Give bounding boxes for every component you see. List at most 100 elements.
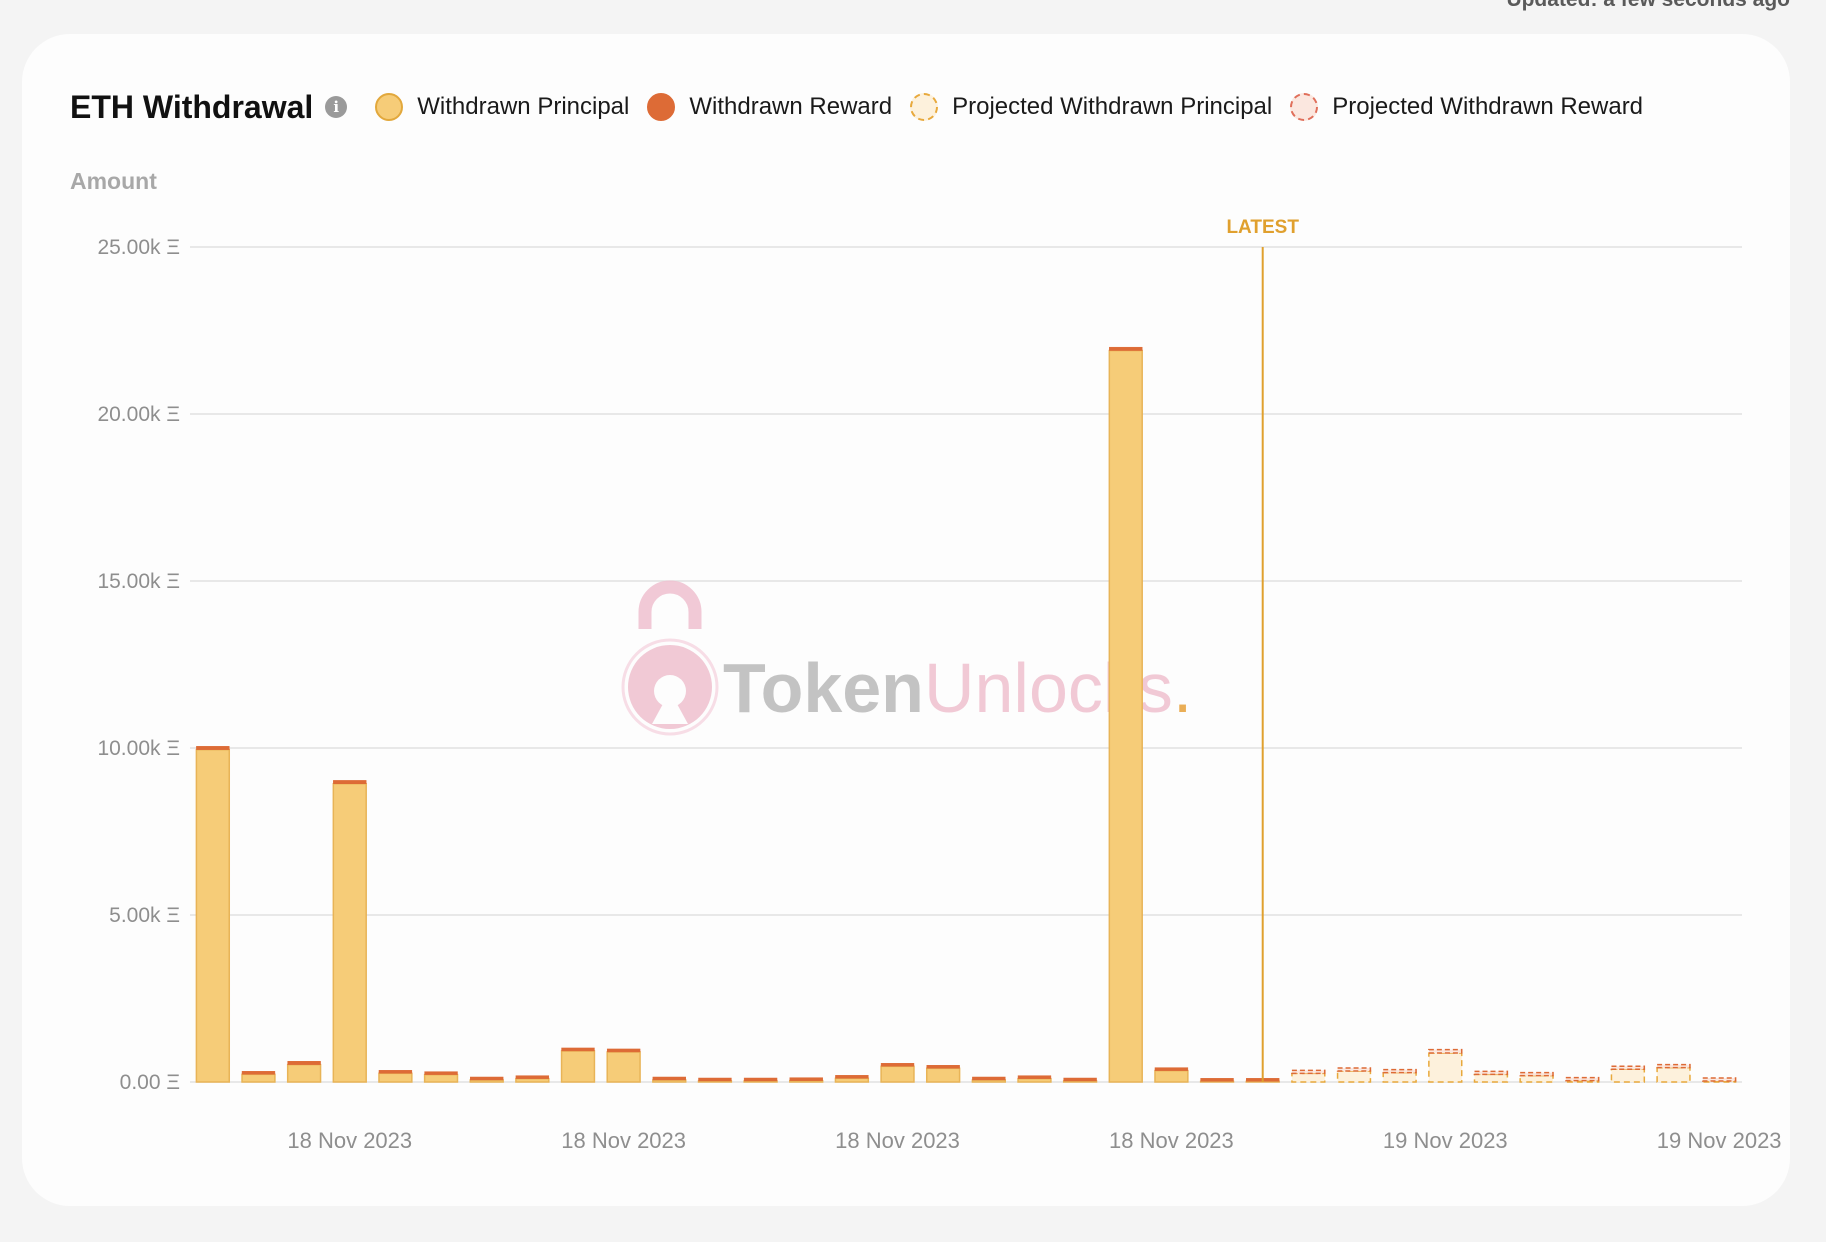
bar-projected-reward[interactable]: [1336, 1067, 1372, 1072]
watermark-dot: .: [1173, 649, 1192, 727]
watermark-token: Token: [723, 649, 924, 727]
bar-reward[interactable]: [926, 1065, 960, 1069]
bar-chart: Amount 0.00 Ξ 5.00k Ξ 10.00k Ξ 15.00k Ξ 20.0…: [70, 168, 1782, 1153]
bar-principal[interactable]: [378, 1072, 413, 1083]
legend-swatch-projected-reward: [1290, 93, 1319, 121]
legend: Withdrawn Principal Withdrawn Reward Pro…: [375, 93, 1643, 121]
bar-projected-principal[interactable]: [1473, 1073, 1509, 1083]
bar-projected-principal[interactable]: [1382, 1071, 1417, 1083]
legend-swatch-reward: [647, 93, 676, 121]
chart-header: ETH Withdrawal i Withdrawn Principal Wit…: [70, 82, 1742, 132]
bar-reward[interactable]: [241, 1071, 276, 1075]
bar-reward[interactable]: [515, 1075, 550, 1079]
grid-lines: 0.00 Ξ 5.00k Ξ 10.00k Ξ 15.00k Ξ 20.00k Ξ 25.…: [97, 236, 1742, 1094]
bar-projected-reward[interactable]: [1428, 1048, 1463, 1054]
x-axis-ticks: 18 Nov 2023 18 Nov 2023 18 Nov 2023 18 Nov …: [287, 1128, 1781, 1153]
x-tick-label: 18 Nov 2023: [835, 1128, 960, 1153]
bar-projected-principal[interactable]: [1610, 1068, 1646, 1083]
legend-item-withdrawn-reward[interactable]: Withdrawn Reward: [647, 93, 892, 121]
bar-projected-principal[interactable]: [1291, 1072, 1326, 1083]
y-tick-label: 15.00k Ξ: [97, 570, 180, 593]
bar-principal[interactable]: [515, 1077, 550, 1083]
bar-projected-reward[interactable]: [1519, 1071, 1554, 1077]
bar-reward[interactable]: [1154, 1067, 1189, 1071]
legend-label: Projected Withdrawn Principal: [952, 93, 1273, 120]
bar-reward[interactable]: [378, 1070, 413, 1074]
bar-principal[interactable]: [834, 1077, 870, 1083]
bar-projected-reward[interactable]: [1473, 1070, 1509, 1076]
bar-principal[interactable]: [423, 1073, 459, 1083]
bar-reward[interactable]: [424, 1071, 458, 1075]
bar-projected-reward[interactable]: [1382, 1068, 1417, 1074]
legend-label: Withdrawn Reward: [689, 93, 893, 120]
bars: [195, 346, 1737, 1083]
y-tick-label: 20.00k Ξ: [97, 403, 180, 426]
y-tick-label: 5.00k Ξ: [109, 904, 180, 927]
bar-projected-reward[interactable]: [1656, 1063, 1691, 1069]
bar-principal[interactable]: [880, 1065, 915, 1083]
bar-principal[interactable]: [286, 1063, 322, 1083]
bar-reward[interactable]: [470, 1076, 504, 1081]
bar-principal[interactable]: [652, 1079, 687, 1083]
bar-projected-reward[interactable]: [1701, 1077, 1737, 1082]
bar-reward[interactable]: [333, 780, 367, 784]
y-tick-label: 0.00 Ξ: [120, 1071, 180, 1094]
legend-item-withdrawn-principal[interactable]: Withdrawn Principal: [375, 93, 629, 121]
legend-item-projected-principal[interactable]: Projected Withdrawn Principal: [910, 93, 1272, 121]
x-tick-label: 18 Nov 2023: [1109, 1128, 1234, 1153]
watermark: TokenUnlocks.: [621, 580, 1192, 736]
info-icon[interactable]: i: [325, 96, 348, 118]
chart-card: ETH Withdrawal i Withdrawn Principal Wit…: [22, 34, 1790, 1206]
x-tick-label: 19 Nov 2023: [1657, 1128, 1782, 1153]
bar-reward[interactable]: [1109, 346, 1143, 351]
bar-principal[interactable]: [1017, 1077, 1052, 1083]
y-tick-label: 10.00k Ξ: [97, 737, 180, 760]
bar-principal[interactable]: [925, 1067, 961, 1083]
latest-label: LATEST: [1226, 217, 1299, 238]
bar-reward[interactable]: [789, 1077, 823, 1081]
bar-principal[interactable]: [195, 748, 231, 1083]
bar-projected-reward[interactable]: [1291, 1069, 1326, 1075]
bar-projected-reward[interactable]: [1565, 1076, 1600, 1082]
bar-reward[interactable]: [652, 1076, 686, 1081]
bar-projected-principal[interactable]: [1656, 1066, 1691, 1083]
y-axis-title: Amount: [70, 168, 157, 194]
x-tick-label: 18 Nov 2023: [561, 1128, 686, 1153]
x-tick-label: 18 Nov 2023: [287, 1128, 412, 1153]
bar-principal[interactable]: [606, 1051, 641, 1083]
bar-projected-principal[interactable]: [1519, 1074, 1554, 1083]
updated-timestamp: Updated: a few seconds ago: [1506, 0, 1790, 12]
legend-swatch-principal: [375, 93, 404, 121]
bar-reward[interactable]: [1200, 1078, 1234, 1082]
bar-reward[interactable]: [835, 1075, 869, 1079]
bar-reward[interactable]: [287, 1061, 321, 1065]
bar-projected-reward[interactable]: [1610, 1065, 1646, 1071]
bar-projected-principal[interactable]: [1428, 1052, 1463, 1083]
chart-title: ETH Withdrawal: [70, 88, 314, 125]
bar-projected-principal[interactable]: [1336, 1070, 1372, 1083]
bar-principal[interactable]: [1154, 1069, 1189, 1083]
legend-item-projected-reward[interactable]: Projected Withdrawn Reward: [1290, 93, 1643, 121]
bar-principal[interactable]: [1108, 349, 1143, 1083]
bar-reward[interactable]: [1017, 1075, 1052, 1079]
bar-reward[interactable]: [880, 1063, 915, 1067]
bar-reward[interactable]: [698, 1077, 732, 1082]
x-tick-label: 19 Nov 2023: [1383, 1128, 1508, 1153]
bar-principal[interactable]: [332, 782, 367, 1083]
legend-label: Projected Withdrawn Reward: [1332, 93, 1644, 120]
legend-label: Withdrawn Principal: [417, 93, 630, 120]
bar-principal[interactable]: [971, 1079, 1007, 1083]
y-tick-label: 25.00k Ξ: [97, 236, 180, 259]
bar-reward[interactable]: [196, 746, 230, 750]
bar-reward[interactable]: [606, 1048, 641, 1053]
bar-principal[interactable]: [241, 1073, 276, 1083]
bar-principal[interactable]: [560, 1050, 596, 1083]
latest-marker: LATEST: [1226, 217, 1299, 1082]
bar-reward[interactable]: [1063, 1077, 1097, 1082]
bar-reward[interactable]: [561, 1047, 595, 1052]
bar-reward[interactable]: [972, 1076, 1006, 1081]
bar-reward[interactable]: [743, 1077, 778, 1082]
legend-swatch-projected-principal: [910, 93, 939, 121]
bar-principal[interactable]: [469, 1079, 504, 1083]
lock-icon: [621, 580, 719, 736]
